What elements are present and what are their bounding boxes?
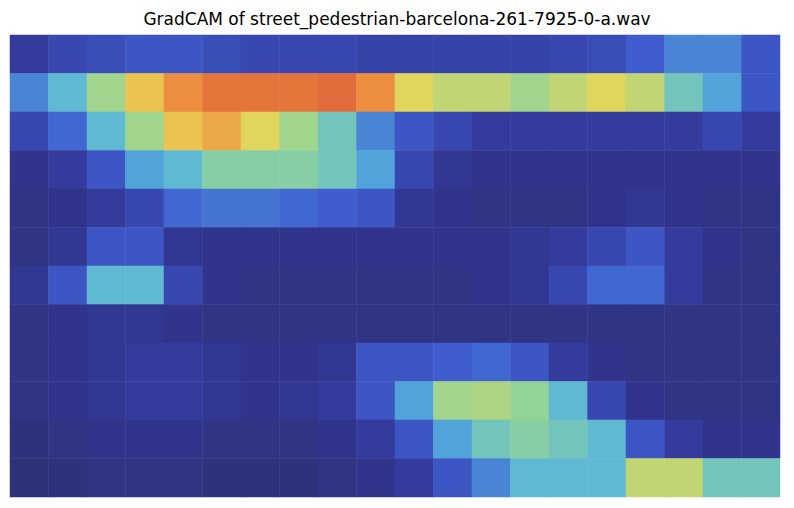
svg-text:GradCAM of street_pedestrian-b: GradCAM of street_pedestrian-barcelona-2… bbox=[143, 9, 650, 30]
